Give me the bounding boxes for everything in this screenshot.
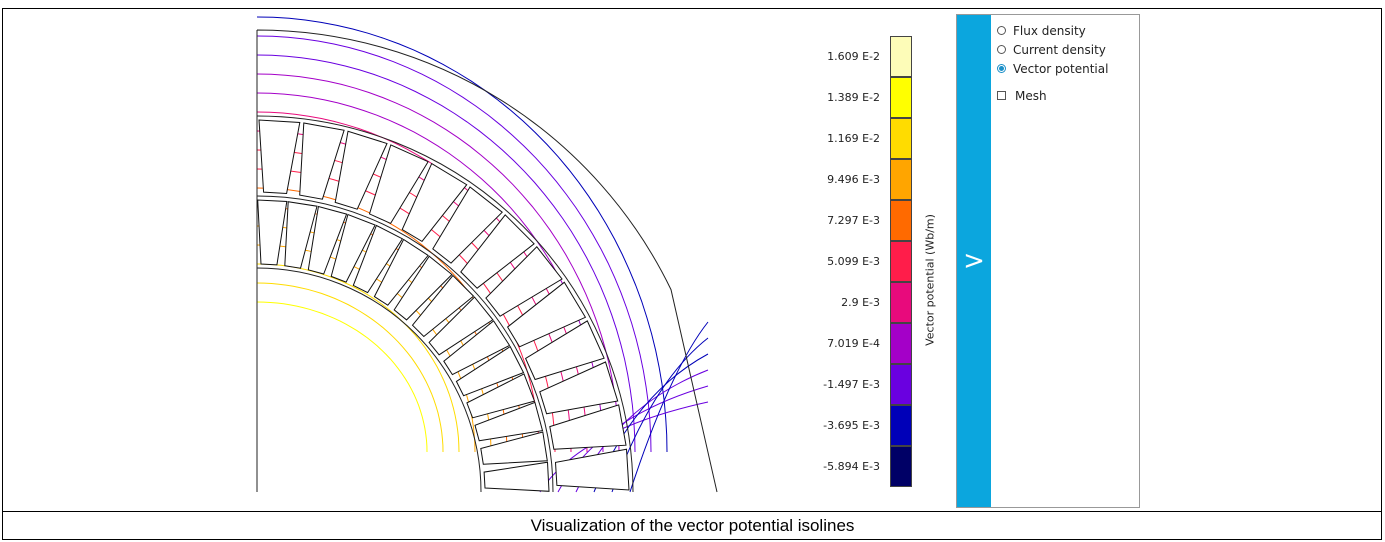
- legend-swatch: [890, 200, 912, 241]
- slot: [554, 448, 630, 491]
- slot: [480, 431, 548, 465]
- option-flux-density[interactable]: Flux density: [997, 21, 1108, 40]
- legend-tick-label: 9.496 E-3: [827, 172, 880, 186]
- slot: [373, 238, 429, 306]
- slot: [299, 122, 345, 200]
- legend-swatch: [890, 364, 912, 405]
- legend-tick-label: -5.894 E-3: [823, 459, 880, 473]
- slot: [432, 186, 503, 264]
- caption-rule: [2, 511, 1382, 512]
- slot-ring: [256, 195, 554, 493]
- option-current-density-label: Current density: [1013, 42, 1106, 57]
- display-options-panel: > Flux density Current density Vector po…: [956, 14, 1140, 508]
- slot: [455, 345, 525, 397]
- legend-tick-label: 7.019 E-4: [827, 336, 880, 350]
- legend-swatch: [890, 118, 912, 159]
- legend-tick-label: -3.695 E-3: [823, 418, 880, 432]
- option-current-density[interactable]: Current density: [997, 40, 1108, 59]
- legend-swatch: [890, 446, 912, 487]
- outer-boundary: [256, 29, 718, 493]
- option-mesh-label: Mesh: [1015, 88, 1047, 103]
- checkbox-mesh[interactable]: [997, 91, 1006, 100]
- slot: [483, 461, 550, 492]
- option-vector-potential[interactable]: Vector potential: [997, 59, 1108, 78]
- option-flux-density-label: Flux density: [1013, 23, 1086, 38]
- top-rule: [240, 8, 1145, 9]
- slot: [474, 401, 544, 442]
- slot: [443, 320, 511, 376]
- legend-tick-label: 7.297 E-3: [827, 213, 880, 227]
- slot: [334, 130, 388, 210]
- color-legend: 1.609 E-2 1.389 E-2 1.169 E-2 9.496 E-3 7.29…: [800, 30, 950, 500]
- slot: [411, 274, 475, 338]
- slot: [368, 144, 429, 225]
- isoline: [256, 35, 652, 453]
- option-mesh[interactable]: Mesh: [997, 86, 1108, 105]
- legend-swatch: [890, 36, 912, 77]
- legend-tick-label: 1.169 E-2: [827, 131, 880, 145]
- legend-swatch: [890, 323, 912, 364]
- slot: [307, 205, 348, 275]
- isoline: [629, 321, 709, 493]
- legend-swatch: [890, 241, 912, 282]
- slot: [393, 255, 453, 321]
- slot: [258, 119, 301, 195]
- slot: [460, 214, 535, 289]
- slot: [284, 201, 318, 269]
- chevron-right-icon: >: [963, 246, 985, 276]
- isoline: [256, 16, 668, 453]
- legend-swatch: [890, 282, 912, 323]
- legend-swatch: [890, 159, 912, 200]
- legend-swatch: [890, 405, 912, 446]
- slot: [401, 162, 468, 243]
- slot: [352, 224, 404, 294]
- display-options: Flux density Current density Vector pote…: [997, 21, 1108, 105]
- figure-caption: Visualization of the vector potential is…: [530, 516, 855, 535]
- slot: [485, 246, 563, 317]
- slot-ring: [256, 115, 634, 493]
- slot: [257, 199, 288, 266]
- radio-current-density[interactable]: [997, 45, 1006, 54]
- legend-tick-label: 5.099 E-3: [827, 254, 880, 268]
- isoline: [256, 282, 444, 453]
- radio-flux-density[interactable]: [997, 26, 1006, 35]
- bore-arc: [256, 267, 482, 493]
- legend-axis-label: Vector potential (Wb/m): [923, 214, 937, 346]
- option-vector-potential-label: Vector potential: [1013, 61, 1109, 76]
- motor-geometry: [256, 29, 718, 493]
- field-plot: [256, 16, 718, 493]
- isoline: [256, 301, 428, 453]
- slot: [539, 361, 619, 415]
- slot: [524, 320, 605, 381]
- panel-toggle-button[interactable]: >: [957, 15, 991, 507]
- slot: [506, 281, 587, 348]
- slot: [466, 373, 536, 419]
- legend-tick-label: 1.609 E-2: [827, 49, 880, 63]
- slot: [428, 296, 494, 356]
- slot: [549, 404, 627, 450]
- isoline: [256, 54, 636, 453]
- legend-swatch: [890, 77, 912, 118]
- radio-vector-potential[interactable]: [997, 64, 1006, 73]
- legend-tick-label: 1.389 E-2: [827, 90, 880, 104]
- slot: [330, 213, 376, 283]
- legend-tick-label: 2.9 E-3: [841, 295, 880, 309]
- legend-tick-label: -1.497 E-3: [823, 377, 880, 391]
